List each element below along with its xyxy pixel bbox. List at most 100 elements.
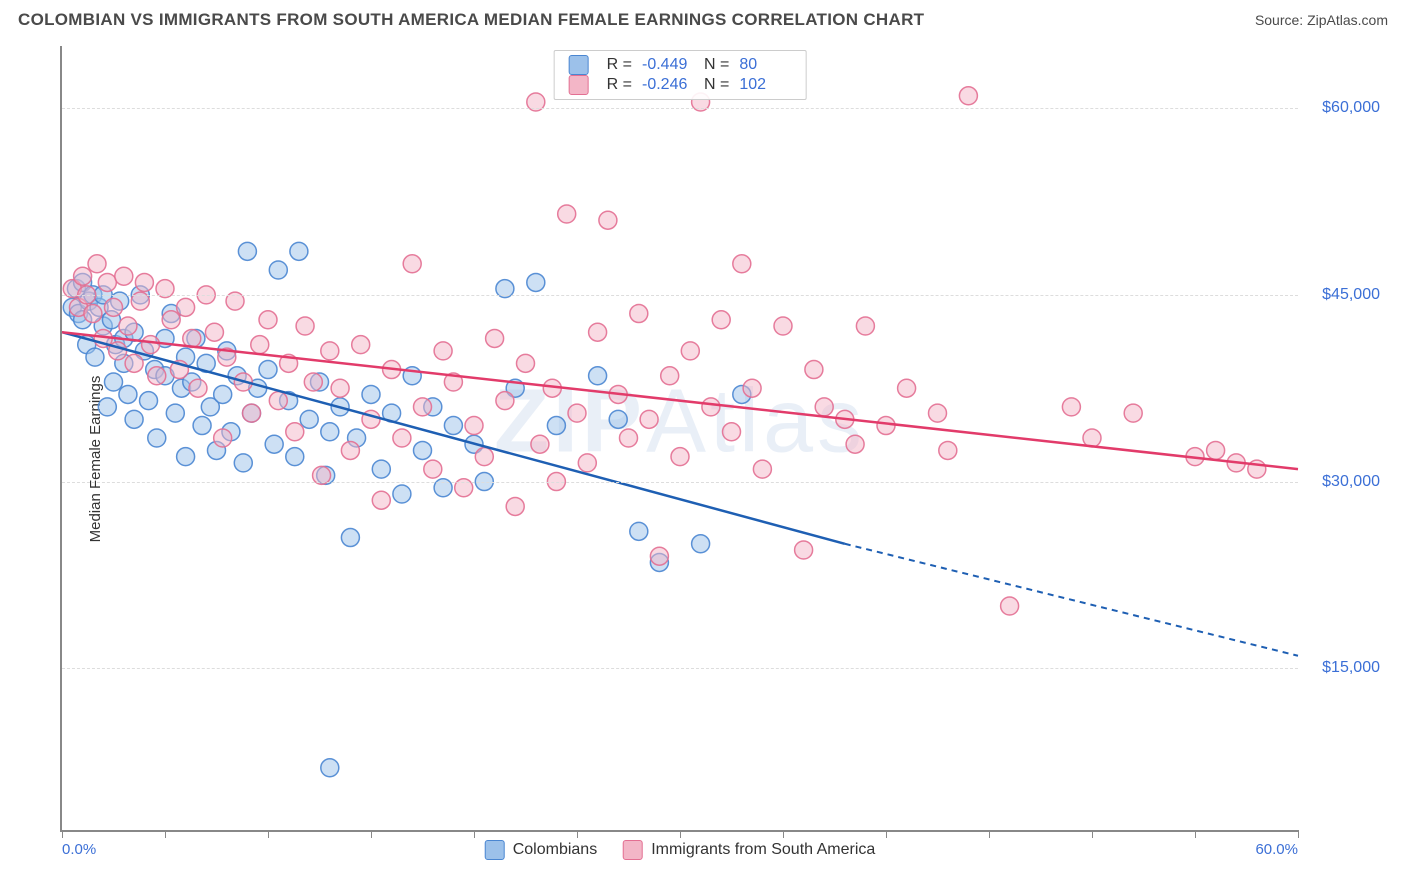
scatter-point-immigrants — [939, 441, 957, 459]
scatter-point-colombians — [362, 385, 380, 403]
scatter-point-immigrants — [74, 267, 92, 285]
r-value-colombians: -0.449 — [642, 56, 694, 74]
scatter-point-immigrants — [506, 497, 524, 515]
scatter-point-immigrants — [414, 398, 432, 416]
scatter-point-immigrants — [661, 367, 679, 385]
scatter-point-immigrants — [805, 361, 823, 379]
scatter-point-immigrants — [959, 87, 977, 105]
scatter-point-colombians — [341, 529, 359, 547]
page-title: COLOMBIAN VS IMMIGRANTS FROM SOUTH AMERI… — [18, 10, 924, 30]
scatter-point-colombians — [692, 535, 710, 553]
scatter-point-immigrants — [712, 311, 730, 329]
scatter-point-immigrants — [162, 311, 180, 329]
scatter-point-colombians — [589, 367, 607, 385]
scatter-point-immigrants — [568, 404, 586, 422]
n-value-immigrants: 102 — [739, 76, 791, 94]
scatter-point-colombians — [414, 441, 432, 459]
r-value-immigrants: -0.246 — [642, 76, 694, 94]
swatch-colombians — [485, 840, 505, 860]
scatter-point-immigrants — [84, 305, 102, 323]
scatter-point-immigrants — [434, 342, 452, 360]
r-label: R = — [607, 56, 632, 74]
n-value-colombians: 80 — [739, 56, 791, 74]
scatter-point-immigrants — [681, 342, 699, 360]
legend-item-immigrants: Immigrants from South America — [623, 840, 875, 860]
scatter-point-immigrants — [650, 547, 668, 565]
scatter-point-immigrants — [733, 255, 751, 273]
scatter-point-colombians — [119, 385, 137, 403]
scatter-point-immigrants — [304, 373, 322, 391]
scatter-point-immigrants — [142, 336, 160, 354]
scatter-point-immigrants — [214, 429, 232, 447]
stats-legend: R = -0.449 N = 80 R = -0.246 N = 102 — [554, 50, 807, 100]
scatter-point-immigrants — [496, 392, 514, 410]
scatter-point-immigrants — [115, 267, 133, 285]
n-label: N = — [704, 76, 729, 94]
scatter-point-colombians — [321, 759, 339, 777]
scatter-point-immigrants — [243, 404, 261, 422]
scatter-point-colombians — [372, 460, 390, 478]
scatter-point-immigrants — [877, 417, 895, 435]
scatter-point-immigrants — [259, 311, 277, 329]
legend-label-immigrants: Immigrants from South America — [651, 841, 875, 858]
scatter-point-colombians — [214, 385, 232, 403]
scatter-point-immigrants — [1207, 441, 1225, 459]
scatter-point-colombians — [393, 485, 411, 503]
scatter-point-immigrants — [753, 460, 771, 478]
scatter-point-immigrants — [620, 429, 638, 447]
scatter-point-immigrants — [296, 317, 314, 335]
scatter-point-immigrants — [105, 298, 123, 316]
scatter-point-colombians — [286, 448, 304, 466]
scatter-point-colombians — [265, 435, 283, 453]
scatter-point-colombians — [547, 417, 565, 435]
scatter-point-immigrants — [372, 491, 390, 509]
scatter-point-immigrants — [177, 298, 195, 316]
scatter-point-immigrants — [465, 417, 483, 435]
scatter-point-immigrants — [119, 317, 137, 335]
scatter-point-immigrants — [1124, 404, 1142, 422]
scatter-point-colombians — [609, 410, 627, 428]
scatter-point-immigrants — [424, 460, 442, 478]
scatter-point-immigrants — [286, 423, 304, 441]
scatter-point-immigrants — [98, 273, 116, 291]
x-axis-min-label: 0.0% — [62, 841, 96, 858]
scatter-point-colombians — [527, 273, 545, 291]
scatter-point-immigrants — [475, 448, 493, 466]
scatter-point-colombians — [98, 398, 116, 416]
scatter-point-colombians — [177, 448, 195, 466]
scatter-point-immigrants — [1062, 398, 1080, 416]
scatter-point-immigrants — [929, 404, 947, 422]
chart-container: Median Female Earnings ZIPAtlas R = -0.4… — [18, 46, 1388, 872]
scatter-point-immigrants — [352, 336, 370, 354]
y-tick-label: $15,000 — [1322, 659, 1380, 677]
scatter-point-immigrants — [205, 323, 223, 341]
scatter-point-immigrants — [321, 342, 339, 360]
scatter-point-immigrants — [148, 367, 166, 385]
legend-label-colombians: Colombians — [513, 841, 597, 858]
scatter-point-immigrants — [135, 273, 153, 291]
scatter-point-immigrants — [774, 317, 792, 335]
scatter-point-immigrants — [558, 205, 576, 223]
scatter-point-immigrants — [125, 354, 143, 372]
series-legend: Colombians Immigrants from South America — [485, 840, 876, 860]
swatch-immigrants — [623, 840, 643, 860]
scatter-point-colombians — [238, 242, 256, 260]
scatter-point-immigrants — [486, 329, 504, 347]
scatter-point-immigrants — [898, 379, 916, 397]
scatter-point-colombians — [630, 522, 648, 540]
scatter-point-immigrants — [88, 255, 106, 273]
swatch-colombians — [569, 55, 589, 75]
scatter-point-colombians — [290, 242, 308, 260]
scatter-point-immigrants — [578, 454, 596, 472]
chart-svg — [62, 46, 1298, 830]
scatter-point-immigrants — [1001, 597, 1019, 615]
stats-row-colombians: R = -0.449 N = 80 — [569, 55, 792, 75]
scatter-point-colombians — [444, 417, 462, 435]
y-tick-label: $45,000 — [1322, 286, 1380, 304]
scatter-point-immigrants — [269, 392, 287, 410]
swatch-immigrants — [569, 75, 589, 95]
scatter-point-immigrants — [723, 423, 741, 441]
scatter-point-colombians — [148, 429, 166, 447]
scatter-point-immigrants — [846, 435, 864, 453]
scatter-point-immigrants — [403, 255, 421, 273]
